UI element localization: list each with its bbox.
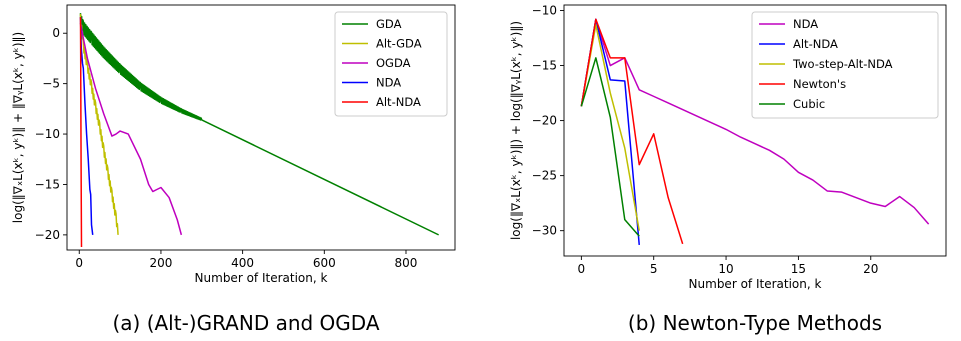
series-line-nda: [580, 18, 930, 225]
legend-entry: OGDA: [376, 56, 411, 70]
y-tick-label: −15: [35, 177, 60, 191]
legend: NDA Alt-NDA Two-step-Alt-NDA Newton's Cubic: [751, 11, 939, 119]
x-tick-label: 800: [395, 256, 418, 270]
y-tick-label: 0: [52, 26, 60, 40]
figure-caption: (b) Newton-Type Methods: [628, 311, 882, 335]
x-tick-label: 200: [149, 256, 172, 270]
series-group: [580, 18, 930, 246]
legend-entry: Two-step-Alt-NDA: [792, 57, 893, 71]
x-tick-label: 0: [75, 256, 83, 270]
x-axis-label: Number of Iteration, k: [689, 277, 822, 291]
series-line-gda: [79, 13, 439, 236]
legend-box: [334, 11, 448, 117]
legend-entry: Alt-GDA: [376, 37, 422, 51]
y-tick-label: −10: [35, 127, 60, 141]
legend-entry: NDA: [376, 76, 401, 90]
x-tick-label: 400: [231, 256, 254, 270]
series-line-cubic: [580, 57, 640, 237]
legend-entry: GDA: [376, 17, 402, 31]
x-axis-label: Number of Iteration, k: [195, 271, 328, 285]
series-line-alt-nda: [79, 17, 83, 247]
x-tick-label: 20: [863, 262, 878, 276]
plot-frame: [66, 4, 456, 251]
legend-entry: Cubic: [793, 97, 825, 111]
legend: GDA Alt-GDA OGDA NDA Alt-NDA: [334, 11, 448, 117]
y-tick-label: −10: [532, 4, 557, 18]
y-tick-label: −20: [35, 228, 60, 242]
x-tick-label: 5: [650, 262, 658, 276]
y-tick-label: −5: [42, 77, 60, 91]
legend-entry: Alt-NDA: [793, 37, 838, 51]
series-line-nda: [79, 17, 94, 235]
plot-frame: [563, 4, 947, 257]
chart-0: 0 200 400 600 800 0 −5 −10 −15 −20 Number of Itera…: [11, 4, 456, 335]
y-tick-label: −25: [532, 169, 557, 183]
chart-1: 0 5 10 15 20 −10 −15 −20 −25 −30 Number of Iterati…: [509, 4, 947, 335]
x-tick-label: 0: [578, 262, 586, 276]
series-line-ogda: [79, 23, 183, 236]
y-axis-label: log(‖∇ₓL(xᵏ, yᵏ)‖ + ‖∇ᵧL(xᵏ, yᵏ)‖): [11, 32, 25, 223]
x-tick-label: 600: [313, 256, 336, 270]
legend-entry: Alt-NDA: [376, 95, 421, 109]
y-tick-label: −20: [532, 114, 557, 128]
legend-entry: NDA: [793, 17, 818, 31]
series-group: [79, 13, 439, 247]
legend-box: [751, 11, 939, 119]
x-tick-label: 10: [718, 262, 733, 276]
x-tick-label: 15: [791, 262, 806, 276]
figure-caption: (a) (Alt-)GRAND and OGDA: [112, 311, 379, 335]
series-line-alt-gda: [79, 14, 119, 235]
y-axis-label: log(‖∇ₓL(xᵏ, yᵏ)‖) + log(‖∇ᵧL(xᵏ, yᵏ)‖): [509, 21, 523, 240]
series-line-newton-s: [580, 18, 684, 245]
y-tick-label: −15: [532, 59, 557, 73]
legend-entry: Newton's: [793, 77, 846, 91]
y-tick-label: −30: [532, 224, 557, 238]
